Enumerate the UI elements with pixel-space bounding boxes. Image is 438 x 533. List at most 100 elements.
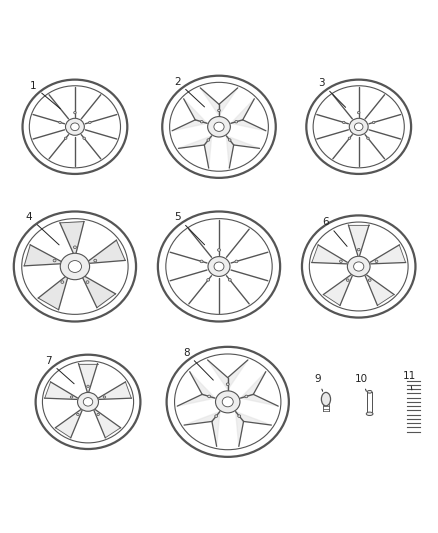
Ellipse shape [235,260,238,263]
Text: 2: 2 [174,77,205,107]
Text: 7: 7 [46,356,74,384]
Text: 8: 8 [183,348,213,380]
Ellipse shape [214,122,224,131]
Ellipse shape [208,256,230,277]
Polygon shape [219,88,238,116]
Ellipse shape [53,259,56,262]
Polygon shape [228,360,248,390]
Polygon shape [365,275,394,305]
Polygon shape [312,245,347,264]
Polygon shape [240,394,278,406]
Ellipse shape [215,391,240,413]
Ellipse shape [366,412,373,416]
Ellipse shape [59,122,61,124]
Ellipse shape [74,246,76,248]
Polygon shape [172,120,207,131]
Polygon shape [349,225,369,255]
Polygon shape [204,136,212,168]
Polygon shape [99,382,131,399]
Text: 3: 3 [318,78,346,107]
Polygon shape [208,360,228,390]
Ellipse shape [349,118,368,135]
Polygon shape [45,382,78,399]
Polygon shape [78,364,98,392]
Text: 5: 5 [174,212,205,245]
Ellipse shape [347,256,370,277]
Ellipse shape [83,398,93,406]
Ellipse shape [354,123,363,131]
Ellipse shape [245,395,248,398]
Polygon shape [240,372,266,398]
Ellipse shape [71,396,73,398]
Polygon shape [231,120,266,131]
Ellipse shape [226,383,229,385]
Ellipse shape [346,279,349,281]
Ellipse shape [207,139,210,141]
Text: 4: 4 [26,212,59,245]
Ellipse shape [372,122,375,124]
Polygon shape [94,410,120,438]
Ellipse shape [215,415,218,417]
Text: 11: 11 [403,370,417,390]
Ellipse shape [60,253,90,280]
Polygon shape [55,410,82,438]
Ellipse shape [222,397,233,407]
Ellipse shape [375,260,378,263]
Ellipse shape [218,109,220,112]
Ellipse shape [68,261,81,272]
Ellipse shape [94,259,97,262]
Ellipse shape [66,118,85,135]
Ellipse shape [228,139,231,141]
Ellipse shape [214,262,224,271]
Ellipse shape [357,111,360,114]
Polygon shape [178,136,212,148]
Ellipse shape [339,260,342,263]
Ellipse shape [368,279,371,281]
Ellipse shape [61,281,64,284]
Ellipse shape [357,248,360,251]
Polygon shape [83,277,116,308]
Text: 9: 9 [315,374,323,391]
Polygon shape [24,245,61,266]
Polygon shape [177,394,215,406]
Polygon shape [89,240,125,263]
Ellipse shape [238,415,241,417]
Ellipse shape [71,123,79,131]
Ellipse shape [74,111,76,114]
Polygon shape [226,136,260,148]
Ellipse shape [86,281,89,284]
Ellipse shape [78,392,99,411]
Ellipse shape [367,391,372,393]
Ellipse shape [343,122,345,124]
Polygon shape [236,411,272,425]
Ellipse shape [207,279,210,281]
Ellipse shape [228,279,231,281]
Ellipse shape [353,262,364,271]
Polygon shape [212,411,220,447]
Ellipse shape [348,137,351,139]
Ellipse shape [64,137,67,139]
Ellipse shape [235,120,238,123]
Polygon shape [184,411,220,425]
Polygon shape [226,136,234,168]
Ellipse shape [208,395,211,398]
Polygon shape [190,372,215,398]
Ellipse shape [103,396,106,398]
Ellipse shape [83,137,85,139]
Ellipse shape [208,117,230,137]
Ellipse shape [97,413,99,416]
Ellipse shape [218,249,220,252]
Ellipse shape [77,413,79,416]
Polygon shape [236,411,244,447]
Polygon shape [200,88,219,116]
Text: 10: 10 [355,374,368,391]
Ellipse shape [200,120,203,123]
Ellipse shape [87,385,89,387]
Polygon shape [38,277,67,310]
Ellipse shape [200,260,203,263]
Text: 6: 6 [323,216,347,246]
Polygon shape [370,245,406,264]
Polygon shape [184,99,207,123]
Polygon shape [60,222,84,253]
Text: 1: 1 [30,81,60,109]
